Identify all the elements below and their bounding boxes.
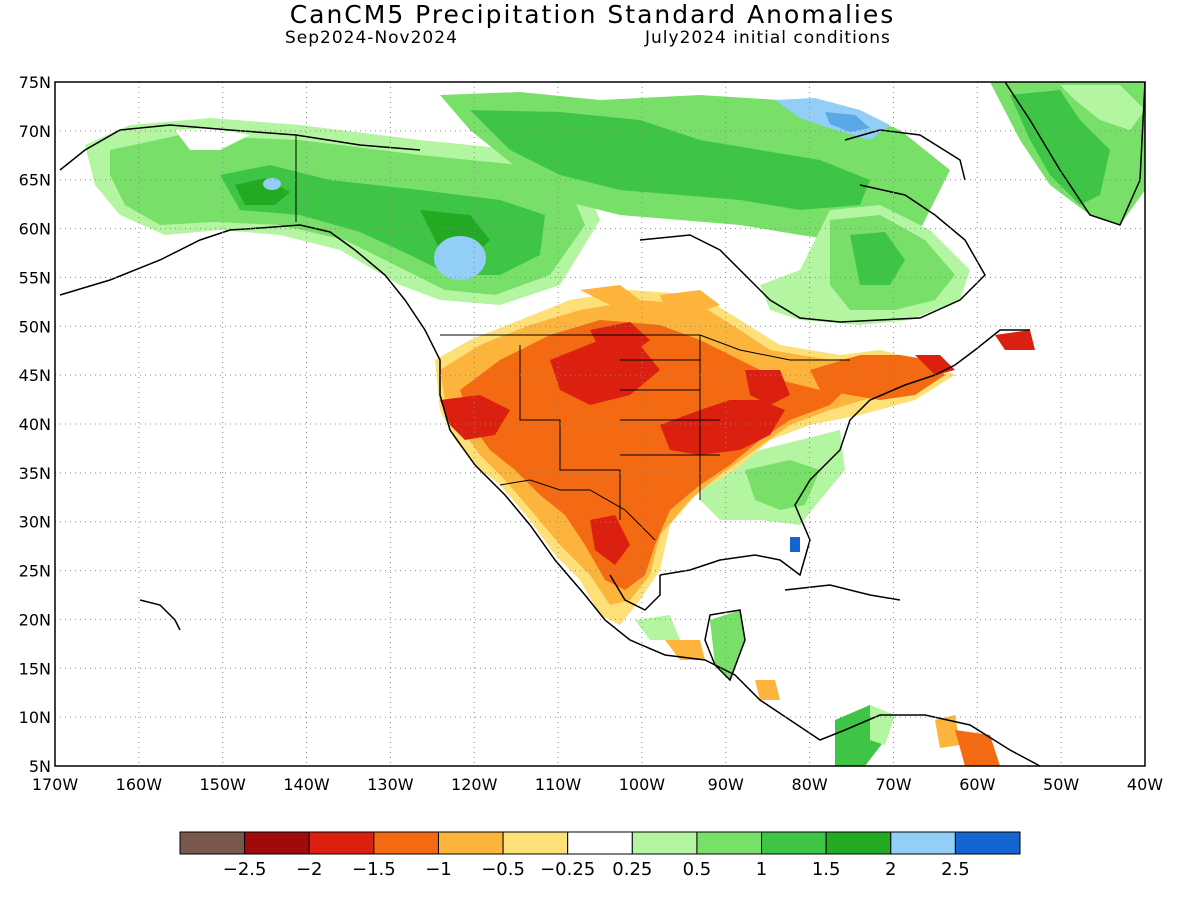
colorbar-labels: −2.5 −2 −1.5 −1 −0.5 −0.25 0.25 0.5 1 1.5 2 2.5 <box>223 859 970 880</box>
map-title: CanCM5 Precipitation Standard Anomalies <box>289 0 896 29</box>
colorbar-swatch <box>631 831 698 855</box>
borders <box>295 135 850 541</box>
colorbar-label: −2.5 <box>223 859 267 880</box>
dry-region-nw-coast <box>580 285 640 305</box>
lon-label: 120W <box>451 775 498 794</box>
colorbar-label: −1.5 <box>352 859 396 880</box>
lat-label: 10N <box>19 708 51 727</box>
lat-label: 45N <box>19 366 51 385</box>
anomaly-field <box>85 82 1145 766</box>
dry-region-venezuela <box>935 715 960 748</box>
lat-label: 15N <box>19 659 51 678</box>
dry-region-great-lakes <box>745 370 790 405</box>
lon-label: 160W <box>116 775 163 794</box>
lon-label: 150W <box>200 775 247 794</box>
lon-label: 130W <box>367 775 414 794</box>
dry-region-newfoundland <box>995 330 1035 350</box>
wet-region-yucatan <box>710 610 745 680</box>
dry-region-north-plains <box>590 322 650 355</box>
lat-label: 35N <box>19 464 51 483</box>
colorbar-swatch <box>954 831 1021 855</box>
wet-region-southeast-mid <box>745 460 820 510</box>
wet-region-yukon-blue <box>263 178 281 190</box>
lon-label: 70W <box>875 775 911 794</box>
colorbar-label: 0.25 <box>612 859 652 880</box>
lat-label: 75N <box>19 73 51 92</box>
colorbar-swatch <box>890 831 956 855</box>
wet-region-greenland-light <box>1060 85 1145 130</box>
colorbar-swatch <box>567 831 633 855</box>
colorbar-swatch <box>179 831 246 855</box>
lat-label: 40N <box>19 415 51 434</box>
lat-label: 55N <box>19 268 51 287</box>
colorbar <box>179 831 1021 855</box>
lat-label: 70N <box>19 122 51 141</box>
colorbar-swatch <box>244 831 310 855</box>
lon-label: 90W <box>708 775 744 794</box>
initial-conditions: July2024 initial conditions <box>645 28 891 48</box>
wet-region-bc-blue <box>434 236 486 280</box>
colorbar-label: 1.5 <box>812 859 841 880</box>
colorbar-swatch <box>825 831 892 855</box>
colorbar-label: 1 <box>756 859 767 880</box>
lon-label: 40W <box>1127 775 1163 794</box>
colorbar-label: 0.5 <box>683 859 712 880</box>
neutral-region-hudson <box>610 230 760 305</box>
colorbar-swatch <box>437 831 504 855</box>
lon-label: 140W <box>283 775 330 794</box>
wet-region-arctic-strong <box>470 110 870 210</box>
wet-region-baffin-darkblue <box>825 112 870 132</box>
dry-region-california <box>440 395 510 440</box>
wet-region-colombia-light <box>870 705 895 745</box>
dry-region-texas <box>590 515 630 565</box>
latitude-labels: 75N 70N 65N 60N 55N 50N 45N 40N 35N 30N 25N 20N 15N 1… <box>19 73 51 776</box>
colorbar-label: −0.25 <box>540 859 595 880</box>
lat-label: 25N <box>19 562 51 581</box>
lon-label: 170W <box>32 775 79 794</box>
colorbar-label: 2.5 <box>941 859 970 880</box>
colorbar-swatch <box>373 831 439 855</box>
dry-region-lake-superior <box>660 290 720 315</box>
wet-region-florida-blue <box>790 537 800 552</box>
map-frame <box>54 81 1146 767</box>
colorbar-swatch <box>761 831 827 855</box>
colorbar-swatch <box>696 831 763 855</box>
wet-region-greenland-strong <box>1010 90 1110 205</box>
lon-label: 100W <box>619 775 666 794</box>
forecast-period: Sep2024-Nov2024 <box>285 28 458 48</box>
lat-label: 50N <box>19 317 51 336</box>
lat-label: 20N <box>19 610 51 629</box>
dry-region-northeast <box>810 355 945 400</box>
lat-label: 5N <box>29 757 51 776</box>
coastlines <box>59 81 1146 767</box>
lon-label: 50W <box>1043 775 1079 794</box>
colorbar-label: −1 <box>425 859 452 880</box>
dry-region-ohio-valley <box>660 400 785 455</box>
lon-label: 80W <box>792 775 828 794</box>
wet-region-quebec-strong <box>850 232 905 285</box>
colorbar-label: 2 <box>885 859 896 880</box>
colorbar-label: −2 <box>296 859 323 880</box>
colorbar-swatch <box>502 831 569 855</box>
wet-region-central-america <box>635 615 680 640</box>
lon-label: 110W <box>535 775 582 794</box>
lat-label: 65N <box>19 171 51 190</box>
colorbar-label: −0.5 <box>481 859 525 880</box>
lat-label: 30N <box>19 513 51 532</box>
lat-label: 60N <box>19 220 51 239</box>
lon-label: 60W <box>959 775 995 794</box>
dry-region-honduras <box>755 680 780 700</box>
longitude-labels: 170W 160W 150W 140W 130W 120W 110W 100W 90W 80W 70… <box>32 775 1163 794</box>
dry-region-central-america <box>665 640 705 660</box>
dry-region-plains <box>550 340 660 405</box>
colorbar-swatch <box>308 831 375 855</box>
neutral-region-alaska <box>175 128 250 150</box>
